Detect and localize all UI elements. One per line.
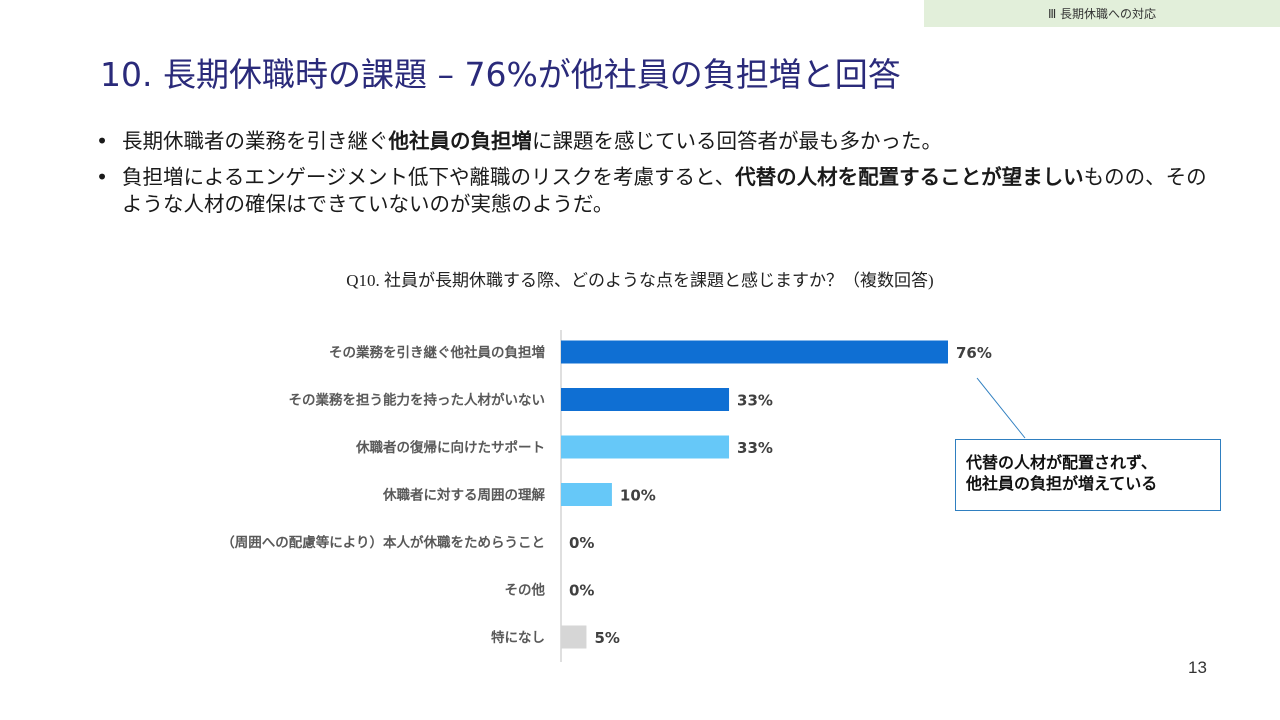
category-label: 特になし — [491, 629, 545, 646]
page-number: 13 — [1188, 658, 1207, 677]
bullet-marker: • — [96, 165, 109, 189]
value-label: 5% — [594, 629, 619, 647]
bullet-item-2: • 負担増によるエンゲージメント低下や離職のリスクを考慮すると、代替の人材を配置… — [96, 164, 1226, 218]
bullet-text: 長期休職者の業務を引き継ぐ — [122, 129, 389, 153]
value-label: 0% — [569, 582, 594, 600]
bullet-text: ものの、そのような人材の確保はできていないのが実態のようだ。 — [122, 165, 1207, 216]
bullet-emphasis: 代替の人材を配置することが望ましい — [735, 165, 1084, 189]
chart-question: Q10. 社員が長期休職する際、どのような点を課題と感じますか？（複数回答) — [346, 271, 934, 290]
bar — [561, 435, 730, 459]
value-label: 33% — [737, 439, 773, 457]
category-label: （周囲への配慮等により）本人が休職をためらうこと — [221, 534, 545, 551]
callout-line-1: 代替の人材が配置されず、 — [966, 453, 1157, 472]
category-label: その他 — [505, 582, 546, 599]
bullet-marker: • — [96, 129, 109, 153]
slide-title: 10. 長期休職時の課題 – 76%が他社員の負担増と回答 — [100, 55, 901, 94]
category-label: 休職者の復帰に向けたサポート — [355, 439, 545, 456]
bullet-list: • 長期休職者の業務を引き継ぐ他社員の負担増に課題を感じている回答者が最も多かっ… — [96, 128, 1226, 227]
bar-chart: その業務を引き継ぐ他社員の負担増 76% その業務を担う能力を持った人材がいない 33… — [221, 330, 992, 662]
callout-box: 代替の人材が配置されず、 他社員の負担が増えている — [955, 439, 1221, 511]
bar — [561, 625, 587, 649]
bar — [561, 483, 612, 506]
category-label: その業務を担う能力を持った人材がいない — [289, 392, 546, 409]
bullet-item-1: • 長期休職者の業務を引き継ぐ他社員の負担増に課題を感じている回答者が最も多かっ… — [96, 128, 1226, 155]
value-label: 10% — [620, 487, 656, 505]
bullet-emphasis: 他社員の負担増 — [388, 129, 533, 153]
category-label: その業務を引き継ぐ他社員の負担増 — [329, 344, 545, 361]
bar — [561, 388, 730, 411]
value-label: 33% — [737, 392, 773, 410]
section-tag: Ⅲ 長期休職への対応 — [924, 0, 1280, 27]
category-label: 休職者に対する周囲の理解 — [382, 487, 545, 504]
callout-line-2: 他社員の負担が増えている — [966, 474, 1158, 493]
value-label: 76% — [956, 344, 992, 362]
bullet-text: 負担増によるエンゲージメント低下や離職のリスクを考慮すると、 — [122, 165, 736, 189]
bar — [561, 340, 948, 364]
bullet-text: に課題を感じている回答者が最も多かった。 — [532, 129, 942, 153]
value-label: 0% — [569, 534, 594, 552]
